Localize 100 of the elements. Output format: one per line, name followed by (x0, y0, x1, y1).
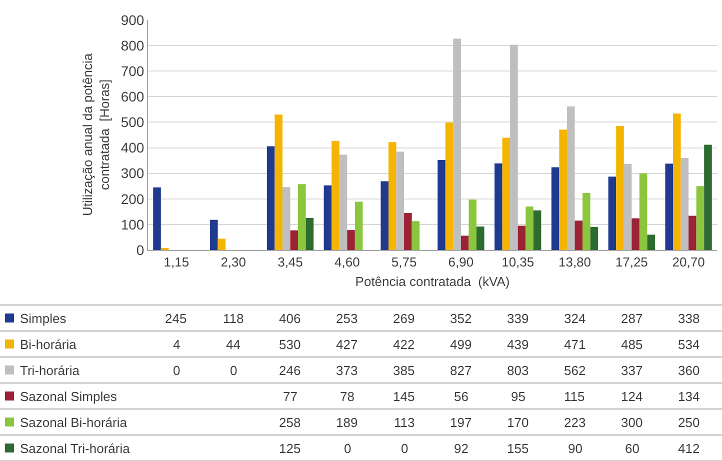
x-tick-label: 3,45 (278, 254, 303, 270)
bar (526, 206, 534, 250)
data-label: 113 (394, 415, 415, 430)
data-label: 427 (336, 337, 358, 352)
legend-label: Sazonal Simples (20, 389, 118, 404)
x-tick-label: 4,60 (334, 254, 360, 270)
data-label: 0 (173, 363, 180, 378)
x-tick-label: 1,15 (164, 254, 190, 270)
data-label: 406 (279, 311, 301, 326)
data-label: 530 (279, 337, 301, 352)
y-tick-label: 900 (120, 12, 144, 28)
legend-label: Tri-horária (20, 363, 80, 378)
x-tick-label: 6,90 (448, 254, 474, 270)
bar (688, 216, 696, 250)
data-label: 95 (511, 389, 526, 404)
x-tick-label: 13,80 (558, 254, 592, 270)
data-label: 246 (279, 363, 301, 378)
bar (616, 126, 624, 250)
bar (551, 167, 560, 250)
bar (298, 184, 306, 250)
bar (396, 152, 404, 250)
bar (380, 181, 388, 250)
bar (282, 187, 290, 250)
bar (438, 160, 446, 250)
x-tick-label: 2,30 (220, 254, 246, 270)
bar (582, 193, 590, 250)
data-label: 134 (678, 389, 700, 404)
bar (494, 163, 502, 250)
data-label: 287 (621, 311, 643, 326)
bar (647, 234, 655, 250)
bar (266, 146, 275, 250)
data-label: 300 (621, 415, 643, 430)
data-label: 253 (336, 311, 358, 326)
bar (468, 200, 476, 250)
x-tick-label: 17,25 (615, 254, 648, 270)
data-label: 125 (279, 441, 301, 456)
data-label: 223 (564, 415, 586, 430)
bar (153, 187, 161, 250)
bar (388, 142, 396, 250)
data-label: 90 (568, 441, 582, 456)
y-tick-label: 300 (120, 165, 144, 182)
y-tick-label: 0 (136, 242, 144, 258)
bar (453, 38, 461, 250)
bar (404, 212, 412, 250)
bar (704, 144, 712, 250)
bar (502, 138, 510, 250)
data-label: 385 (393, 363, 415, 378)
data-label: 0 (344, 441, 352, 456)
data-label: 115 (564, 389, 585, 404)
data-label: 0 (230, 363, 238, 378)
data-label: 155 (507, 441, 529, 456)
data-label: 324 (564, 311, 586, 326)
x-tick-label: 20,70 (672, 254, 705, 270)
y-tick-label: 500 (120, 114, 144, 130)
bar (354, 202, 363, 250)
bar (218, 238, 226, 250)
bar (696, 186, 704, 250)
bar (476, 226, 484, 250)
data-label: 499 (450, 337, 472, 352)
data-label: 471 (564, 337, 586, 352)
data-label: 337 (621, 363, 643, 378)
bar (533, 210, 542, 250)
bar (210, 220, 218, 250)
data-label: 485 (621, 337, 643, 352)
legend-label: Simples (20, 311, 67, 326)
data-label: 189 (336, 415, 358, 430)
bar (639, 173, 648, 250)
data-label: 338 (678, 311, 700, 326)
data-label: 412 (678, 441, 700, 456)
data-label: 258 (279, 415, 301, 430)
y-tick-label: 700 (120, 63, 144, 80)
data-label: 422 (393, 337, 415, 352)
data-label: 373 (336, 363, 358, 378)
bar (590, 227, 598, 250)
bar (559, 130, 567, 250)
data-label: 360 (678, 363, 700, 378)
bar (332, 140, 340, 250)
x-axis-title: Potência contratada (kVA) (355, 274, 510, 290)
bar (339, 154, 348, 250)
bar (290, 230, 298, 250)
data-label: 78 (340, 389, 354, 404)
data-label: 534 (678, 337, 700, 352)
bar (347, 230, 355, 250)
data-label: 803 (507, 363, 529, 378)
y-tick-label: 600 (120, 88, 144, 105)
bar (665, 164, 673, 250)
data-label: 44 (226, 337, 240, 352)
bar (274, 114, 282, 250)
data-label: 269 (393, 311, 415, 326)
legend-label: Sazonal Bi-horária (20, 415, 128, 430)
data-label: 197 (450, 415, 472, 430)
bar (510, 44, 518, 250)
bar (574, 220, 583, 250)
bar (306, 218, 314, 250)
data-label: 60 (625, 441, 640, 456)
bar (608, 176, 616, 250)
data-label: 245 (165, 311, 187, 326)
bar (566, 106, 575, 250)
bar (624, 164, 632, 250)
x-tick-label: 5,75 (391, 254, 417, 270)
